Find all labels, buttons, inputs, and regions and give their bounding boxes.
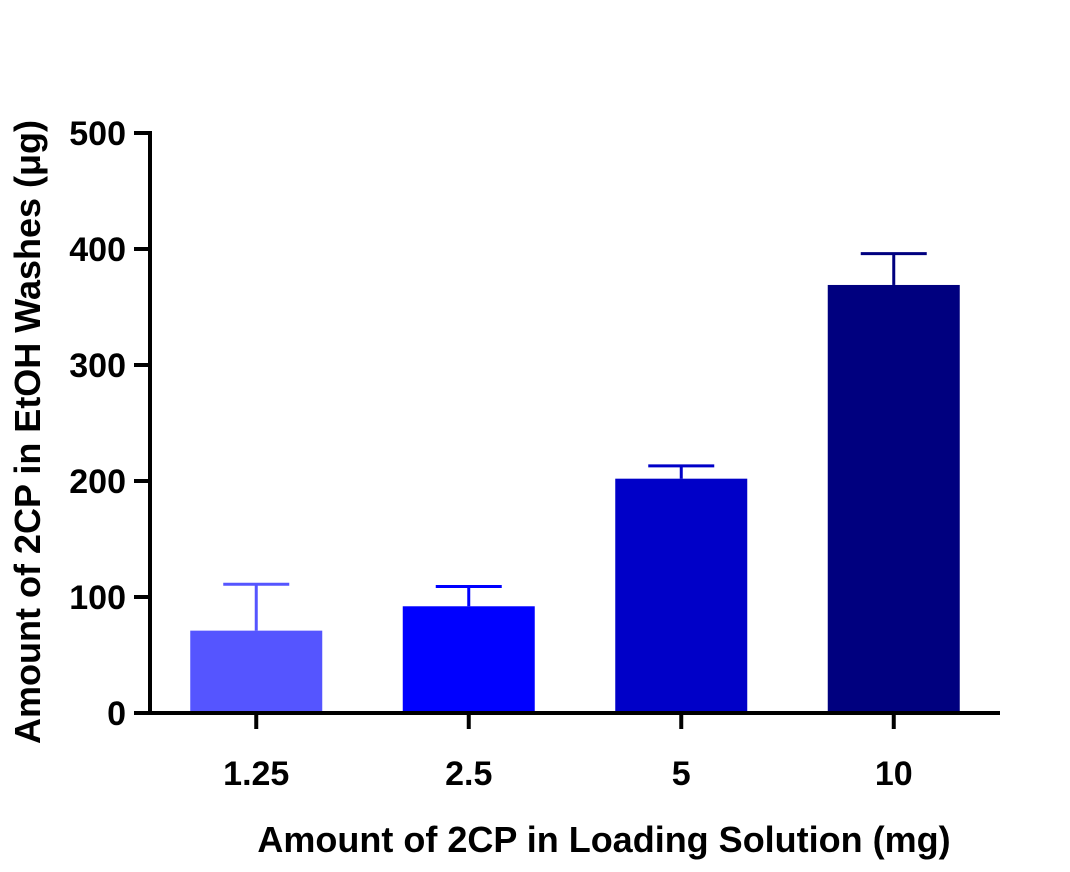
bar-10 — [827, 284, 960, 713]
y-tick-label-300: 300 — [69, 347, 126, 385]
y-tick-label-500: 500 — [69, 115, 126, 153]
x-tick-label-5: 5 — [672, 755, 691, 793]
y-tick-label-100: 100 — [69, 579, 126, 617]
x-tick-label-2.5: 2.5 — [445, 755, 492, 793]
error-bars-layer — [223, 252, 927, 631]
bar-5 — [615, 478, 748, 713]
bars-layer — [190, 284, 960, 713]
bar-1.25 — [190, 630, 323, 713]
y-tick-label-0: 0 — [107, 695, 126, 733]
x-axis-title: Amount of 2CP in Loading Solution (mg) — [257, 819, 950, 860]
x-tick-label-10: 10 — [875, 755, 913, 793]
y-tick-label-400: 400 — [69, 231, 126, 269]
x-tick-label-1.25: 1.25 — [223, 755, 289, 793]
y-axis-title: Amount of 2CP in EtOH Washes (μg) — [7, 120, 48, 744]
y-tick-label-200: 200 — [69, 463, 126, 501]
bar-2.5 — [402, 606, 535, 713]
